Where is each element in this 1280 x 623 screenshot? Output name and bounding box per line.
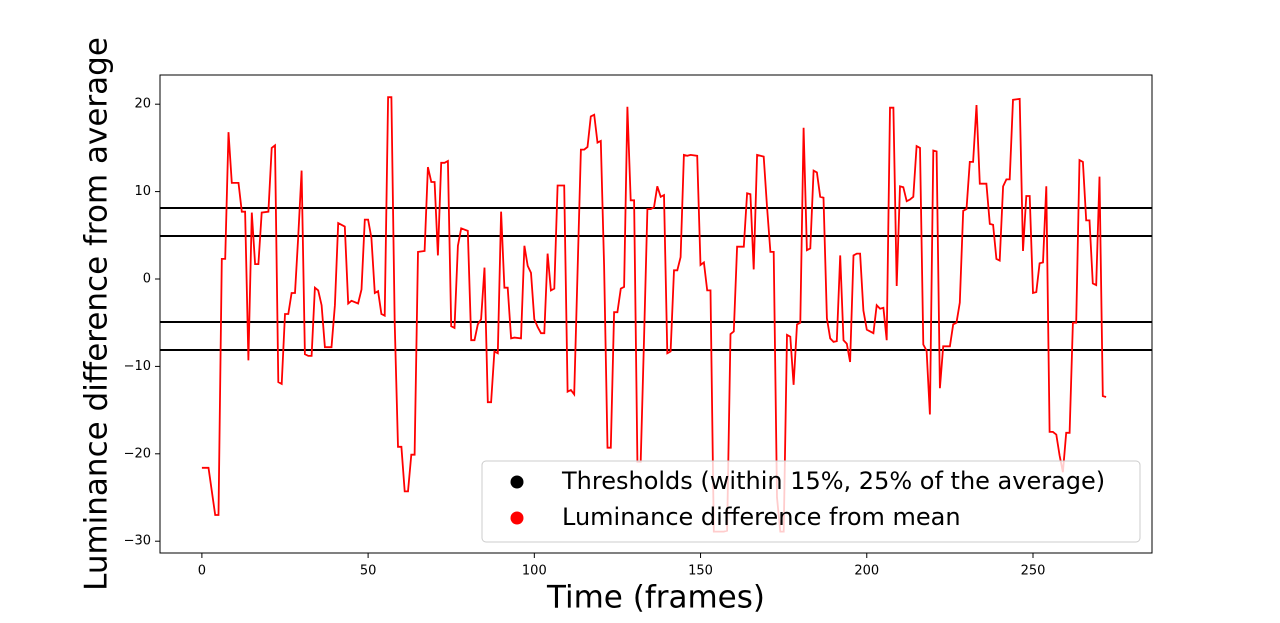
data-line [201, 96, 1107, 533]
x-tick-label: 150 [688, 564, 713, 579]
y-tick-label: 0 [143, 271, 151, 286]
y-axis-label: Luminance difference from average [79, 37, 115, 591]
x-tick-label: 100 [522, 564, 547, 579]
x-tick-label: 50 [360, 564, 377, 579]
legend-label: Thresholds (within 15%, 25% of the avera… [561, 467, 1105, 495]
legend-marker [510, 511, 524, 525]
x-axis-label: Time (frames) [546, 580, 765, 616]
x-tick-label: 200 [854, 564, 879, 579]
y-tick-label: 20 [134, 97, 151, 112]
y-tick-label: −30 [124, 534, 151, 549]
y-tick-label: 10 [134, 184, 151, 199]
plot-frame [159, 74, 1153, 554]
legend-label: Luminance difference from mean [562, 503, 961, 531]
y-tick-label: −20 [124, 446, 151, 461]
legend-box [481, 460, 1141, 543]
legend-marker [510, 475, 524, 489]
y-tick-label: −10 [124, 359, 151, 374]
x-tick-label: 0 [198, 564, 206, 579]
x-tick-label: 250 [1021, 564, 1046, 579]
